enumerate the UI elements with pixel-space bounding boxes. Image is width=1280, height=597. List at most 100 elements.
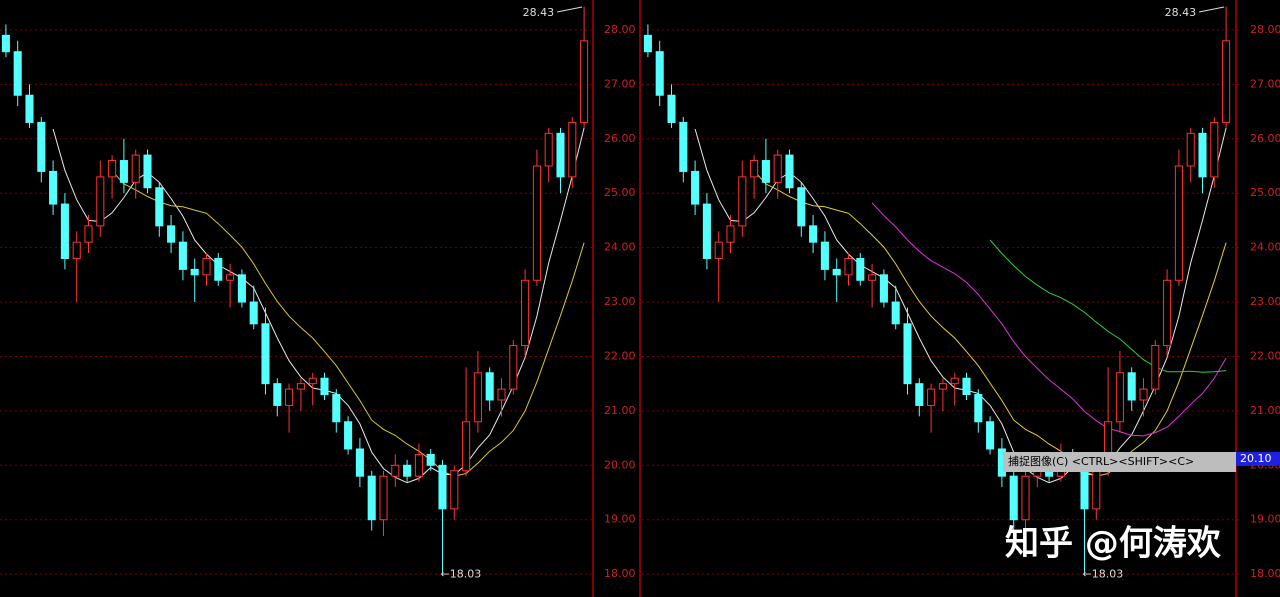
candle-body [379, 475, 388, 521]
y-tick-label: 28.00 [604, 23, 636, 36]
candle-body [450, 470, 459, 510]
y-tick-label: 18.00 [604, 567, 636, 580]
candle-body [962, 377, 971, 396]
y-tick-label: 27.00 [604, 77, 636, 90]
candle-body [655, 51, 664, 96]
candle-body [37, 121, 46, 172]
y-tick-label: 22.00 [604, 349, 636, 362]
candle-body [726, 225, 735, 243]
crosshair-value: 20.10 [1240, 452, 1272, 465]
y-tick-label: 22.00 [1250, 349, 1280, 362]
candle-body [96, 176, 105, 227]
candle-body [521, 279, 530, 347]
max-arrow [557, 6, 583, 13]
min-label: ←18.03 [441, 568, 482, 581]
candle-body [643, 34, 652, 53]
candle-body [296, 383, 305, 390]
candle-body [414, 453, 423, 477]
candle-body [108, 160, 117, 178]
candle-body [285, 388, 294, 406]
candle-body [691, 170, 700, 205]
y-tick-label: 23.00 [604, 295, 636, 308]
crosshair-value-box [1236, 451, 1280, 466]
candle-body [131, 154, 140, 183]
candle-body [509, 345, 518, 390]
candle-body [273, 383, 282, 406]
candle-body [25, 94, 34, 123]
candle-body [473, 372, 482, 423]
candle-body [1174, 165, 1183, 281]
y-tick-label: 19.00 [1250, 513, 1280, 526]
tooltip-box [1003, 452, 1236, 472]
candle-body [178, 241, 187, 270]
candle-body [714, 241, 723, 260]
max-label: 28.43 [523, 6, 555, 19]
candle-body [1127, 372, 1136, 401]
candle-body [580, 40, 589, 123]
candle-body [391, 464, 400, 477]
y-tick-label: 23.00 [1250, 295, 1280, 308]
y-tick-label: 18.00 [1250, 567, 1280, 580]
max-arrow [1199, 6, 1225, 13]
candle-body [785, 154, 794, 189]
candle-body [1163, 279, 1172, 347]
candle-body [143, 154, 152, 189]
max-label: 28.43 [1165, 6, 1197, 19]
ma-line [52, 127, 585, 484]
candle-body [190, 268, 199, 276]
candle-body [856, 258, 865, 281]
candle-body [797, 187, 806, 227]
candle-body [167, 225, 176, 243]
tooltip: 捕捉图像(C) <CTRL><SHIFT><C> [1008, 454, 1194, 468]
candle-body [332, 394, 341, 423]
y-tick-label: 24.00 [604, 241, 636, 254]
y-tick-label: 24.00 [1250, 241, 1280, 254]
candle-body [119, 160, 128, 183]
candle-body [367, 475, 376, 521]
y-tick-label: 26.00 [604, 132, 636, 145]
candle-body [809, 225, 818, 243]
candle-body [320, 377, 329, 396]
ma-line [753, 170, 1227, 477]
candle-body [891, 301, 900, 325]
candle-body [72, 241, 81, 260]
candle-body [84, 225, 93, 243]
candle-body [462, 421, 471, 472]
candle-body [226, 274, 235, 281]
y-tick-label: 27.00 [1250, 77, 1280, 90]
candle-body [202, 258, 211, 276]
candle-body [927, 388, 936, 406]
candle-body [1222, 40, 1231, 123]
candle-body [344, 421, 353, 450]
candle-body [355, 448, 364, 477]
candle-body [986, 421, 995, 450]
candle-body [237, 274, 246, 303]
candle-body [485, 372, 494, 401]
candle-body [702, 203, 711, 260]
candle-body [49, 170, 58, 205]
min-label: ←18.03 [1083, 568, 1124, 581]
y-tick-label: 20.00 [604, 458, 636, 471]
watermark: 知乎 @何涛欢 [1005, 524, 1221, 564]
candle-body [879, 274, 888, 303]
ma-line [111, 170, 585, 477]
candle-body [1009, 475, 1018, 521]
candle-body [1139, 388, 1148, 401]
y-tick-label: 26.00 [1250, 132, 1280, 145]
candle-body [13, 51, 22, 96]
candle-body [1115, 372, 1124, 423]
y-tick-label: 28.00 [1250, 23, 1280, 36]
candle-body [974, 394, 983, 423]
candle-body [1151, 345, 1160, 390]
candle-body [1186, 132, 1195, 167]
candle-body [261, 323, 270, 385]
candle-body [915, 383, 924, 406]
y-tick-label: 21.00 [604, 404, 636, 417]
candle-body [820, 241, 829, 270]
candle-body [832, 268, 841, 276]
candle-body [1210, 121, 1219, 178]
y-tick-label: 25.00 [604, 186, 636, 199]
candle-body [308, 377, 317, 385]
candle-body [1092, 470, 1101, 510]
